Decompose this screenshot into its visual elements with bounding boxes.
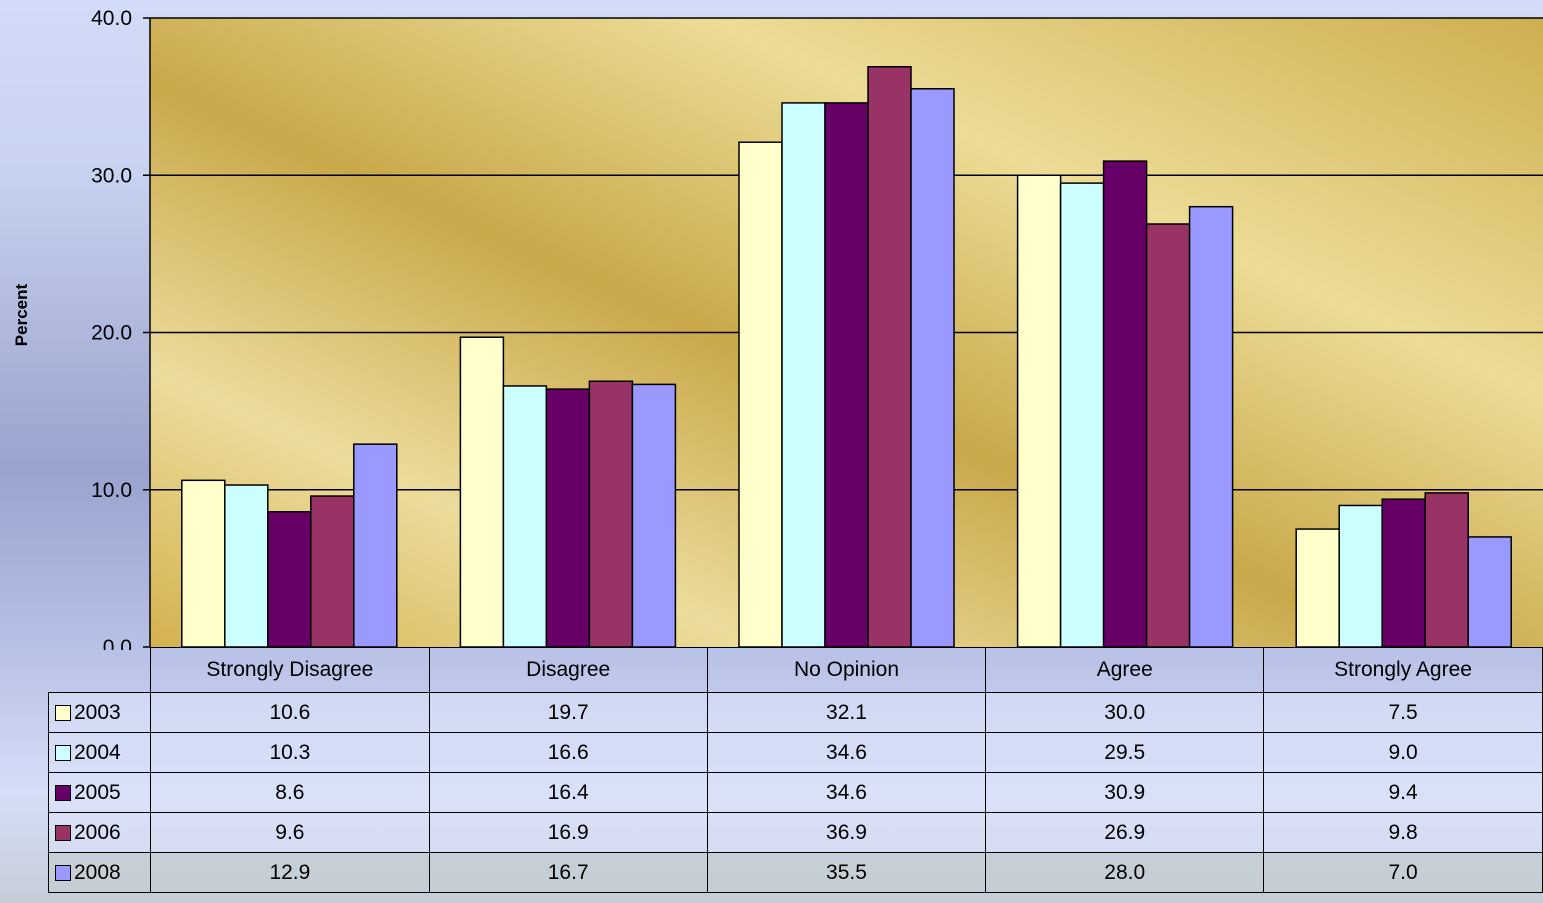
data-label: 29.5 [985, 732, 1265, 773]
y-tick-label: 20.0 [91, 322, 132, 345]
y-tick-label: 0.0 [103, 636, 132, 650]
y-axis-title: Percent [10, 245, 34, 385]
data-label: 30.9 [985, 772, 1265, 813]
table-row: 2005 8.6 16.4 34.6 30.9 9.4 [48, 772, 1543, 813]
category-label: Strongly Disagree [149, 647, 430, 693]
data-table: Strongly Disagree Disagree No Opinion Ag… [48, 647, 1543, 893]
bar [1381, 498, 1426, 648]
legend-swatch [55, 864, 71, 881]
bar [545, 388, 591, 648]
table-row: 2003 10.6 19.7 32.1 30.0 7.5 [48, 692, 1543, 733]
data-label: 16.7 [428, 852, 708, 893]
bar [310, 495, 355, 648]
data-label: 36.9 [706, 812, 987, 853]
bar [910, 88, 955, 648]
table-header-row: Strongly Disagree Disagree No Opinion Ag… [49, 647, 1543, 693]
bar [631, 383, 677, 648]
legend-entry: 2005 [48, 772, 151, 813]
bar [867, 65, 912, 648]
bar [1145, 223, 1191, 648]
legend-swatch [55, 784, 71, 801]
table-row: 2008 12.9 16.7 35.5 28.0 7.0 [48, 852, 1543, 893]
table-corner [49, 648, 151, 693]
data-label: 8.6 [149, 772, 430, 813]
bar [1188, 205, 1234, 648]
series-name: 2004 [74, 740, 121, 764]
data-label: 12.9 [149, 852, 430, 893]
legend-swatch [55, 744, 71, 761]
data-label: 9.0 [1263, 732, 1543, 773]
data-label: 10.6 [149, 692, 430, 733]
bar [502, 385, 548, 648]
bar [1338, 504, 1383, 648]
data-label: 16.6 [428, 732, 708, 773]
data-label: 16.9 [428, 812, 708, 853]
legend-entry: 2003 [48, 692, 151, 733]
category-label: No Opinion [706, 647, 987, 693]
data-label: 26.9 [985, 812, 1265, 853]
table-row: 2004 10.3 16.6 34.6 29.5 9.0 [48, 732, 1543, 773]
bar [1102, 160, 1148, 648]
data-label: 32.1 [706, 692, 987, 733]
series-name: 2005 [74, 780, 121, 804]
data-label: 30.0 [985, 692, 1265, 733]
bar [738, 141, 783, 648]
series-name: 2006 [74, 820, 121, 844]
category-label: Agree [985, 647, 1265, 693]
data-label: 10.3 [149, 732, 430, 773]
bar [1295, 528, 1340, 648]
data-label: 34.6 [706, 732, 987, 773]
bar [224, 484, 269, 648]
bar [1467, 536, 1512, 648]
y-tick-label: 30.0 [91, 164, 132, 187]
legend-swatch [55, 824, 71, 841]
legend-entry: 2006 [48, 812, 151, 853]
y-tick-label: 10.0 [91, 479, 132, 502]
y-axis-title-text: Percent [12, 283, 31, 347]
bar [781, 102, 826, 648]
series-name: 2008 [74, 860, 121, 884]
data-label: 9.8 [1263, 812, 1543, 853]
bar [181, 479, 226, 648]
legend-entry: 2008 [48, 852, 151, 893]
data-label: 34.6 [706, 772, 987, 813]
bar [824, 102, 869, 648]
table-row: 2006 9.6 16.9 36.9 26.9 9.8 [48, 812, 1543, 853]
legend-swatch [55, 704, 71, 721]
data-label: 19.7 [428, 692, 708, 733]
data-label: 35.5 [706, 852, 987, 893]
data-label: 9.6 [149, 812, 430, 853]
category-label: Strongly Agree [1263, 647, 1543, 693]
bar [588, 380, 634, 648]
chart-plot: 0.0 10.0 20.0 30.0 40.0 [91, 7, 1543, 650]
bar [1016, 174, 1062, 648]
category-label: Disagree [428, 647, 708, 693]
data-label: 7.5 [1263, 692, 1543, 733]
bar [1059, 182, 1105, 648]
y-tick-label: 40.0 [91, 7, 132, 30]
bar [353, 443, 398, 648]
data-label: 7.0 [1263, 852, 1543, 893]
bar [1424, 492, 1469, 648]
legend-entry: 2004 [48, 732, 151, 773]
bar [459, 336, 505, 648]
data-label: 16.4 [428, 772, 708, 813]
series-name: 2003 [74, 700, 121, 724]
data-label: 28.0 [985, 852, 1265, 893]
bar [267, 511, 312, 648]
data-label: 9.4 [1263, 772, 1543, 813]
